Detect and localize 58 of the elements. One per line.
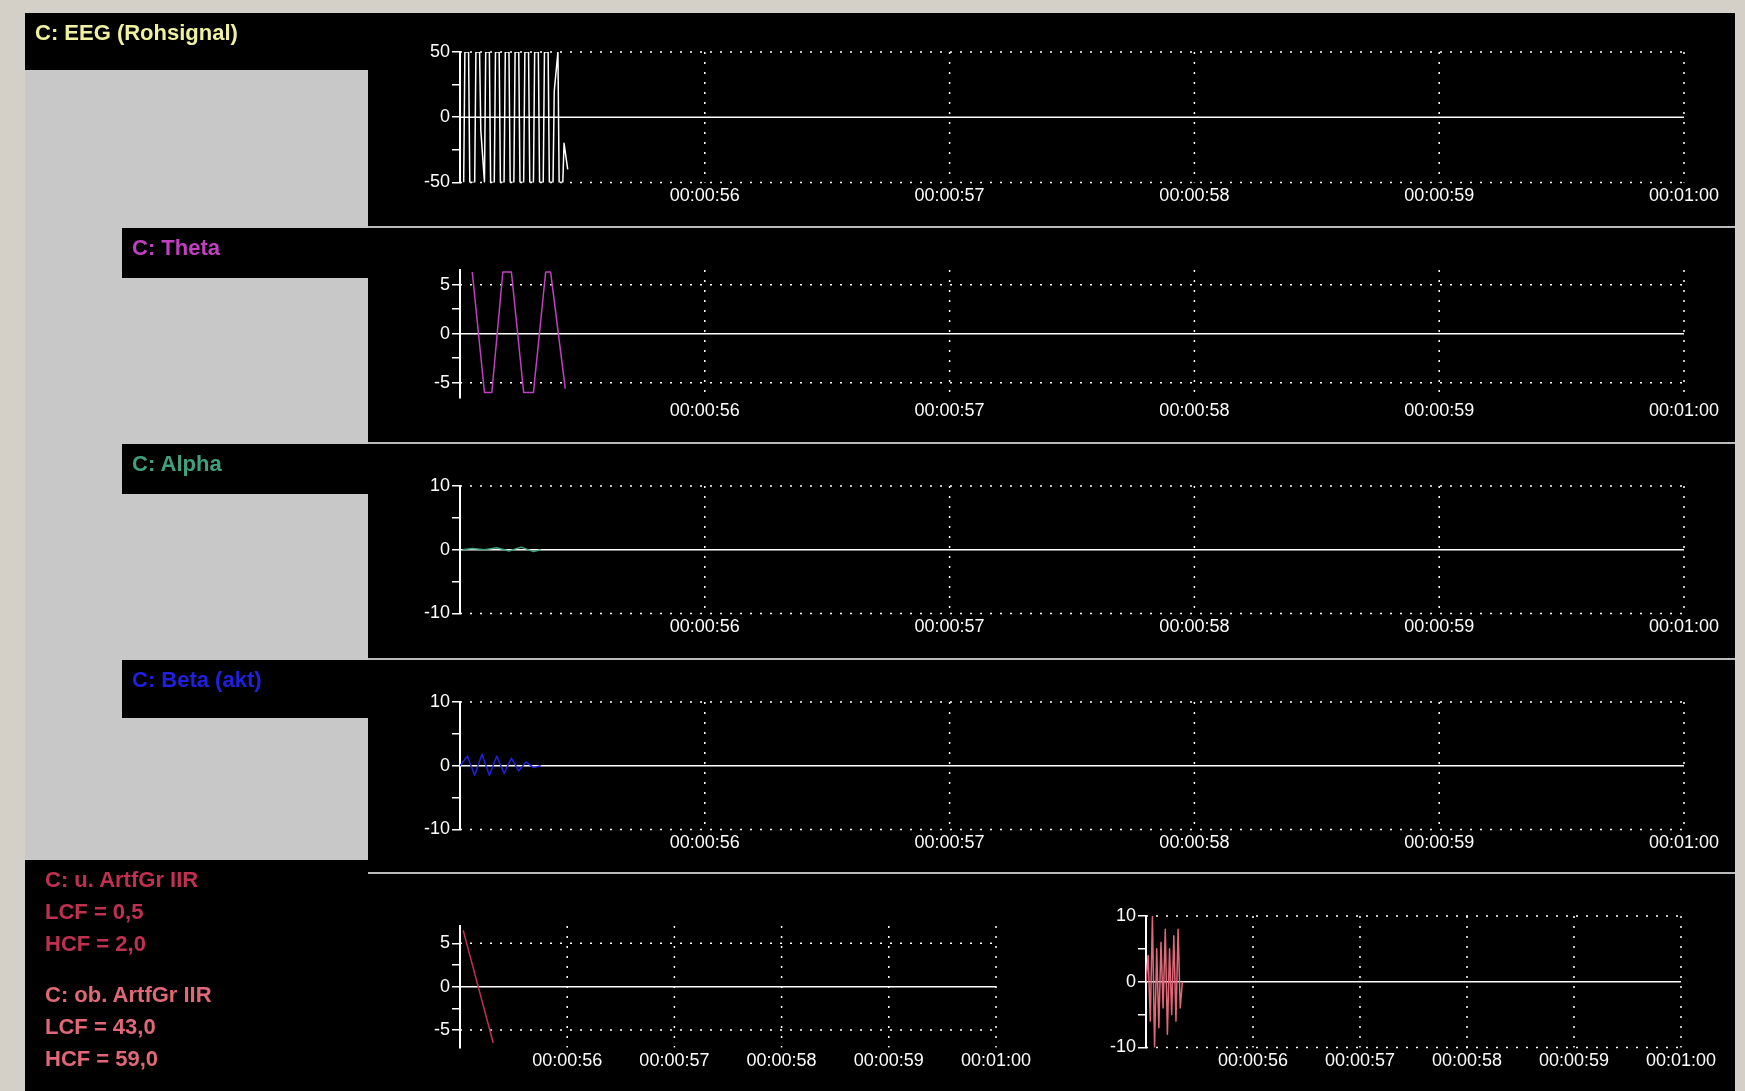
x-tick-label: 00:00:57	[1324, 1050, 1396, 1071]
x-tick-label: 00:00:57	[914, 185, 985, 206]
y-tick-label: 10	[1115, 904, 1136, 925]
x-tick-label: 00:00:59	[1404, 832, 1475, 853]
y-tick-label: 0	[439, 975, 450, 996]
text: LCF = 43,0	[45, 1013, 157, 1041]
y-tick-label: 0	[439, 322, 450, 343]
x-tick-label: 00:00:58	[1159, 616, 1230, 637]
text: C: Alpha	[132, 450, 223, 478]
text: HCF = 59,0	[45, 1045, 160, 1073]
x-tick-label: 00:00:57	[639, 1050, 710, 1071]
x-tick-label: 00:00:58	[1159, 185, 1230, 206]
x-tick-label: 00:00:59	[1404, 185, 1475, 206]
y-tick-label: 0	[439, 754, 450, 775]
x-tick-label: 00:00:58	[1159, 832, 1230, 853]
x-tick-label: 00:01:00	[960, 1050, 1032, 1071]
y-tick-label: -50	[423, 171, 450, 192]
x-tick-label: 00:00:58	[746, 1050, 817, 1071]
x-tick-label: 00:00:58	[1431, 1050, 1503, 1071]
x-tick-label: 00:01:00	[1645, 1050, 1717, 1071]
y-tick-label: -10	[1109, 1036, 1136, 1057]
y-tick-label: 10	[429, 690, 450, 711]
y-tick-label: 0	[439, 106, 450, 127]
text: C: Beta (akt)	[132, 666, 263, 694]
x-tick-label: 00:00:56	[669, 832, 740, 853]
y-tick-label: 0	[1125, 970, 1136, 991]
y-tick-label: -5	[433, 1019, 450, 1040]
x-tick-label: 00:00:56	[669, 185, 740, 206]
text: C: Theta	[132, 234, 221, 262]
x-tick-label: 00:00:56	[1217, 1050, 1289, 1071]
x-tick-label: 00:00:59	[1404, 400, 1475, 421]
text: C: u. ArtfGr IIR	[45, 866, 200, 894]
x-tick-label: 00:00:58	[1159, 400, 1230, 421]
text: C: EEG (Rohsignal)	[35, 19, 239, 47]
x-tick-label: 00:00:56	[669, 400, 740, 421]
x-tick-label: 00:00:59	[1538, 1050, 1610, 1071]
x-tick-label: 00:01:00	[1648, 616, 1720, 637]
text: LCF = 0,5	[45, 898, 145, 926]
y-tick-label: -5	[433, 371, 450, 392]
y-tick-label: 50	[429, 40, 450, 61]
x-tick-label: 00:00:59	[1404, 616, 1475, 637]
x-tick-label: 00:00:59	[853, 1050, 924, 1071]
x-tick-label: 00:01:00	[1648, 400, 1720, 421]
x-tick-label: 00:00:56	[532, 1050, 603, 1071]
text: HCF = 2,0	[45, 930, 147, 958]
y-tick-label: -10	[423, 602, 450, 623]
x-tick-label: 00:00:57	[914, 832, 985, 853]
y-tick-label: -10	[423, 818, 450, 839]
y-tick-label: 5	[439, 932, 450, 953]
x-tick-label: 00:00:57	[914, 400, 985, 421]
y-tick-label: 0	[439, 538, 450, 559]
text: C: ob. ArtfGr IIR	[45, 981, 213, 1009]
y-tick-label: 5	[439, 273, 450, 294]
x-tick-label: 00:01:00	[1648, 185, 1720, 206]
x-tick-label: 00:01:00	[1648, 832, 1720, 853]
x-tick-label: 00:00:57	[914, 616, 985, 637]
x-tick-label: 00:00:56	[669, 616, 740, 637]
y-tick-label: 10	[429, 474, 450, 495]
